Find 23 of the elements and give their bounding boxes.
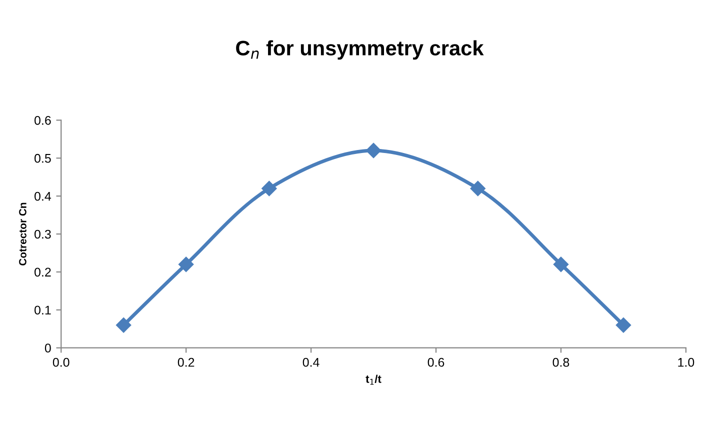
- point: [553, 256, 569, 272]
- x-tick-label: 0.6: [428, 358, 444, 367]
- y-axis-title: Cotrector Cn: [19, 202, 26, 266]
- y-tick-label: 0: [44, 344, 51, 353]
- point: [178, 256, 194, 272]
- y-tick-label: 0.1: [34, 306, 51, 315]
- point: [616, 318, 632, 333]
- point: [262, 180, 277, 196]
- x-tick-label: 0.0: [52, 358, 70, 367]
- x-tick-label: 0.8: [552, 358, 570, 367]
- y-tick-label: 0.3: [34, 230, 51, 239]
- point: [116, 318, 132, 333]
- y-tick-label: 0.6: [34, 116, 51, 125]
- chart-title: C$_{n}$ for unsymmetry crack: [236, 40, 484, 60]
- y-tick-label: 0.4: [34, 192, 52, 201]
- x-tick-label: 1.0: [678, 358, 694, 367]
- x-tick-label: 0.4: [302, 358, 320, 367]
- point: [366, 142, 382, 158]
- point: [470, 180, 486, 196]
- x-axis-title: t$_{1}$/t: [366, 374, 382, 385]
- y-tick-label: 0.2: [34, 268, 51, 277]
- x-tick-label: 0.2: [178, 358, 194, 367]
- y-tick-label: 0.5: [34, 154, 51, 163]
